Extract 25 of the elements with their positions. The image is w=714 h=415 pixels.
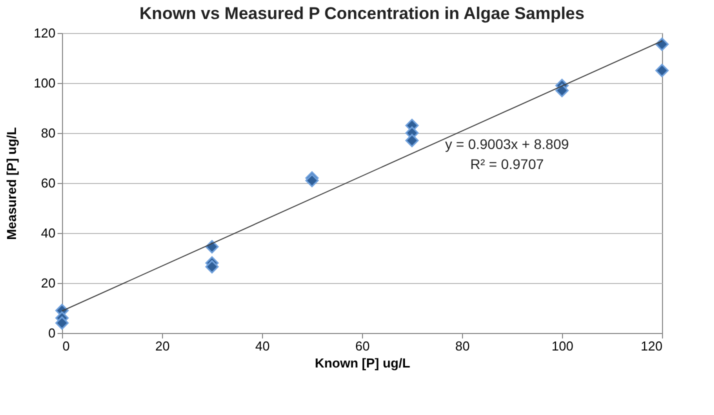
chart-title: Known vs Measured P Concentration in Algae Samples: [140, 4, 584, 23]
y-tick-label: 60: [41, 176, 56, 190]
x-tick-label: 60: [355, 338, 370, 354]
annotation: y = 0.9003x + 8.809: [445, 136, 570, 152]
y-tick-label: 120: [34, 26, 56, 40]
y-tick-label: 40: [41, 226, 56, 240]
x-tick-label: 20: [155, 338, 170, 354]
y-tick-label: 80: [41, 126, 56, 140]
point: [405, 134, 419, 148]
x-tick-label: 40: [255, 338, 270, 354]
point: [305, 174, 319, 188]
y-tick-label: 100: [34, 76, 56, 90]
point: [55, 316, 69, 330]
point: [655, 64, 669, 78]
annotation: R² = 0.9707: [470, 156, 544, 172]
y-axis-title: Measured [P] ug/L: [4, 127, 19, 240]
y-tick-label: 20: [41, 276, 56, 290]
y-tick-label: 0: [48, 326, 56, 340]
x-tick-label: 80: [455, 338, 470, 354]
point: [655, 38, 669, 51]
x-tick-label: 100: [552, 338, 574, 354]
x-axis-title: Known [P] ug/L: [314, 356, 410, 370]
x-tick-label: 0: [62, 338, 70, 354]
x-tick-label: 120: [640, 338, 662, 354]
point: [205, 260, 219, 274]
